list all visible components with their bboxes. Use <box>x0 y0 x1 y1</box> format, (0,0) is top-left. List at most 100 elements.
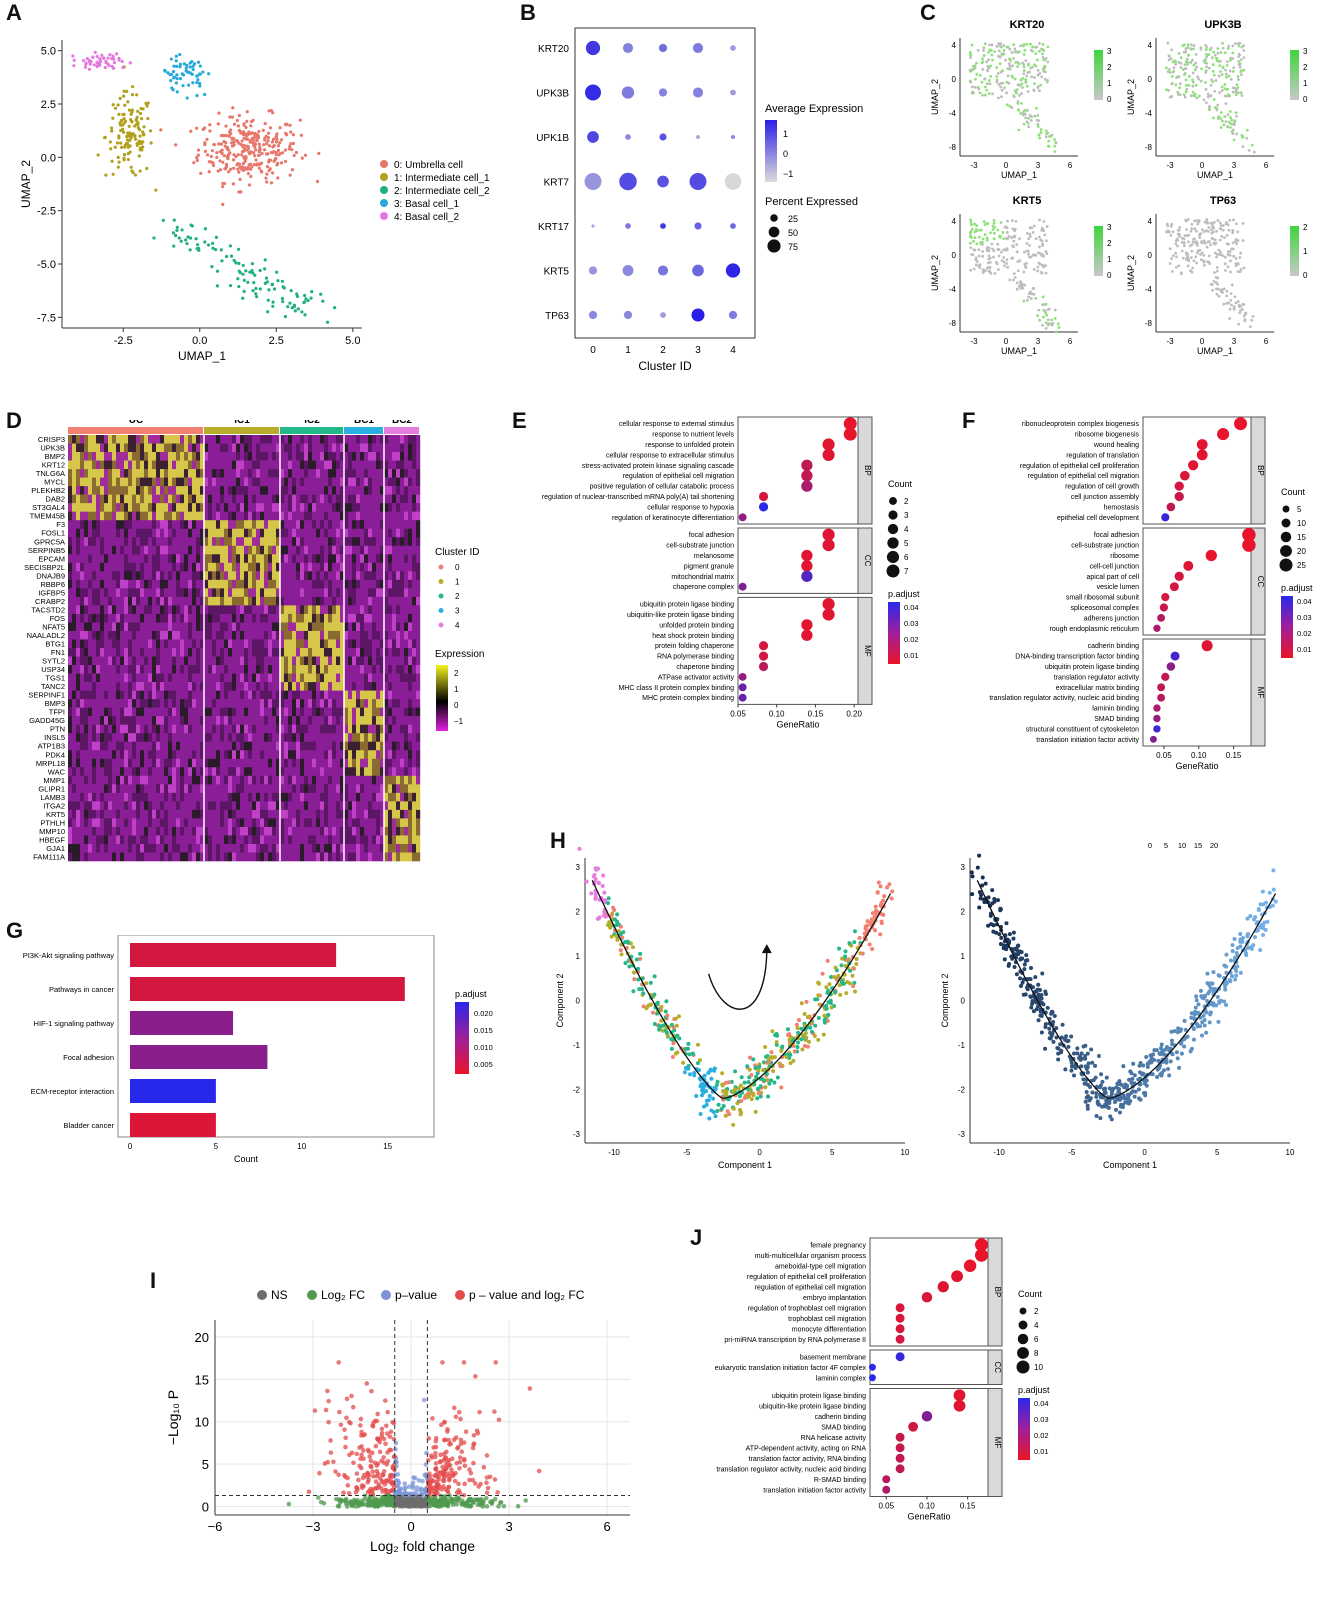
feature-point <box>1166 41 1170 45</box>
heatmap-cell <box>144 486 149 495</box>
heatmap-cell <box>296 520 301 530</box>
heatmap-cell <box>312 486 317 495</box>
heatmap-cell <box>224 596 229 606</box>
feature-point <box>1029 118 1033 122</box>
heatmap-cell <box>384 435 389 444</box>
feature-point <box>1203 61 1207 64</box>
heatmap-cell <box>72 588 77 598</box>
heatmap-cell <box>228 571 233 581</box>
heatmap-cell <box>92 443 97 453</box>
heatmap-cell <box>124 673 129 683</box>
heatmap-cell <box>68 545 73 555</box>
heatmap-cell <box>188 528 193 538</box>
heatmap-cell <box>192 648 197 657</box>
heatmap-cell <box>392 630 397 640</box>
umap-point <box>126 131 130 136</box>
heatmap-cell <box>364 639 369 649</box>
heatmap-cell <box>404 613 409 623</box>
heatmap-cell <box>332 690 337 700</box>
legend-label: 3: Basal cell_1 <box>394 199 459 210</box>
heatmap-cell <box>340 596 345 606</box>
umap-point <box>95 60 99 64</box>
y-axis-title: UMAP_2 <box>1126 79 1136 115</box>
heatmap-cell <box>128 469 133 478</box>
heatmap-cell <box>136 562 141 572</box>
heatmap-cell <box>320 605 325 615</box>
heatmap-cell <box>100 469 105 478</box>
umap-point <box>241 168 245 173</box>
dot-mark <box>689 173 707 190</box>
feature-point <box>1002 260 1006 264</box>
heatmap-cell <box>288 537 293 547</box>
panel-label-b: B <box>520 0 536 25</box>
legend-swatch <box>380 186 388 194</box>
feature-point <box>1196 222 1200 226</box>
heatmap-cell <box>336 579 341 589</box>
heatmap-cell <box>272 477 277 487</box>
feature-point <box>1200 67 1204 71</box>
heatmap-cell <box>160 716 165 725</box>
heatmap-cell <box>188 716 193 725</box>
umap-point <box>281 300 285 304</box>
heatmap-cell <box>392 503 397 512</box>
heatmap-cell <box>348 690 353 700</box>
heatmap-cell <box>252 639 257 649</box>
heatmap-cell <box>144 622 149 632</box>
heatmap-cell <box>400 716 405 725</box>
umap-point <box>275 270 279 274</box>
umap-point <box>107 63 111 68</box>
heatmap-cell <box>204 511 209 521</box>
heatmap-cell <box>68 648 73 657</box>
heatmap-cell <box>340 613 345 623</box>
heatmap-cell <box>264 520 269 530</box>
heatmap-cell <box>148 435 153 444</box>
heatmap-cell <box>176 503 181 512</box>
heatmap-cell <box>84 443 89 453</box>
dot-mark <box>622 265 634 276</box>
heatmap-cell <box>204 622 209 632</box>
avg-colorbar-tick: 0 <box>783 149 788 159</box>
heatmap-cell <box>216 613 221 623</box>
heatmap-cell <box>352 452 357 461</box>
feature-point <box>1044 135 1048 139</box>
heatmap-cell <box>236 460 241 470</box>
heatmap-cell <box>328 460 333 470</box>
umap-point <box>111 54 115 58</box>
feature-point <box>1218 227 1222 230</box>
heatmap-cell <box>352 511 357 521</box>
heatmap-cell <box>388 613 393 623</box>
heatmap-cell <box>240 528 245 538</box>
heatmap-cell <box>152 503 157 512</box>
heatmap-cell <box>380 656 385 666</box>
heatmap-cell <box>116 630 121 640</box>
heatmap-cell <box>104 554 109 564</box>
heatmap-cell <box>220 622 225 632</box>
heatmap-cell <box>108 520 113 530</box>
heatmap-cell <box>356 716 361 725</box>
umap-point <box>270 140 275 144</box>
feature-point <box>1226 87 1230 91</box>
feature-point <box>1040 228 1044 232</box>
heatmap-cell <box>224 520 229 530</box>
heatmap-cell <box>100 699 105 708</box>
heatmap-cell <box>224 503 229 512</box>
heatmap-cell <box>96 562 101 572</box>
heatmap-cell <box>148 477 153 487</box>
feature-point <box>970 43 974 47</box>
heatmap-cell <box>100 648 105 657</box>
heatmap-cell <box>232 469 237 478</box>
heatmap-cell <box>72 486 77 495</box>
umap-point <box>266 298 270 302</box>
heatmap-cell <box>352 613 357 623</box>
heatmap-cell <box>400 469 405 478</box>
heatmap-cell <box>176 613 181 623</box>
umap-point <box>237 128 241 132</box>
heatmap-cell <box>224 443 229 453</box>
heatmap-cell <box>352 630 357 640</box>
heatmap-cell <box>148 724 153 734</box>
heatmap-cell <box>384 511 389 521</box>
feature-point <box>1015 250 1019 254</box>
heatmap-cell <box>416 477 421 487</box>
heatmap-cell <box>208 716 213 725</box>
group-label: IC2 <box>304 420 320 426</box>
